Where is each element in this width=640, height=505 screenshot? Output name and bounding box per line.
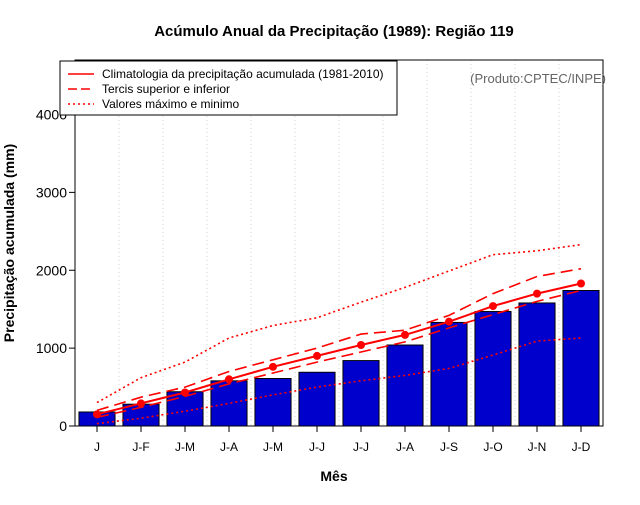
bar-10 — [474, 311, 512, 427]
bar-11 — [518, 302, 556, 427]
legend-label: Climatologia da precipitação acumulada (… — [102, 67, 384, 81]
x-tick-label: J-M — [263, 440, 283, 454]
climatology-point-12 — [577, 279, 585, 288]
bar-9 — [430, 321, 468, 427]
climatology-point-6 — [313, 351, 321, 360]
gridlines — [118, 60, 560, 426]
x-tick-label: J-J — [309, 440, 325, 454]
y-tick-label: 2000 — [36, 262, 67, 278]
x-axis-label: Mês — [320, 468, 347, 484]
climatology-point-7 — [357, 341, 365, 350]
x-tick-label: J-A — [220, 440, 238, 454]
series-line-1 — [96, 282, 582, 416]
bar-4 — [210, 380, 248, 427]
axes: 0 1000 2000 3000 4000 J J-F J-M J-A J-M J-J J-J J-A J… — [36, 59, 604, 454]
x-tick-label: J-D — [572, 440, 591, 454]
legend-box — [59, 60, 398, 116]
y-tick-label: 3000 — [36, 184, 67, 200]
y-tick-label: 4000 — [36, 107, 67, 123]
bar-7 — [342, 360, 380, 427]
climatology-point-5 — [269, 362, 277, 371]
y-tick-label: 0 — [59, 418, 67, 434]
x-tick-label: J-N — [528, 440, 547, 454]
climatology-point-8 — [401, 330, 409, 339]
bar-12 — [562, 290, 600, 427]
source-note: (Produto:CPTEC/INPE) — [470, 71, 606, 86]
series-line-2 — [96, 267, 582, 412]
series-line-3 — [96, 289, 582, 419]
climatology-point-4 — [225, 375, 233, 384]
x-tick-label: J-O — [483, 440, 502, 454]
climatology-point-10 — [489, 302, 497, 311]
x-tick-label: J-A — [396, 440, 414, 454]
y-axis-label: Precipitação acumulada (mm) — [1, 144, 17, 342]
x-tick-label: J-F — [132, 440, 149, 454]
legend-label: Tercis superior e inferior — [102, 82, 230, 96]
bars — [78, 290, 600, 427]
legend-label: Valores máximo e minimo — [102, 97, 239, 111]
plot-frame — [74, 59, 604, 427]
x-tick-label: J-S — [440, 440, 458, 454]
y-tick-label: 1000 — [36, 340, 67, 356]
x-tick-label: J-J — [353, 440, 369, 454]
climatology-point-3 — [181, 388, 189, 397]
chart-title: Acúmulo Anual da Precipitação (1989): Re… — [154, 23, 514, 40]
bar-8 — [386, 344, 424, 427]
lines — [93, 243, 585, 425]
x-tick-label: J-M — [175, 440, 195, 454]
climatology-point-11 — [533, 289, 541, 298]
x-tick-label: J — [94, 440, 100, 454]
bar-6 — [298, 371, 336, 427]
climatology-point-2 — [137, 399, 145, 408]
climatology-point-9 — [445, 317, 453, 326]
bar-5 — [254, 377, 292, 427]
series-line-5 — [96, 337, 582, 425]
series-line-4 — [96, 243, 582, 404]
legend: Climatologia da precipitação acumulada (… — [59, 60, 398, 116]
